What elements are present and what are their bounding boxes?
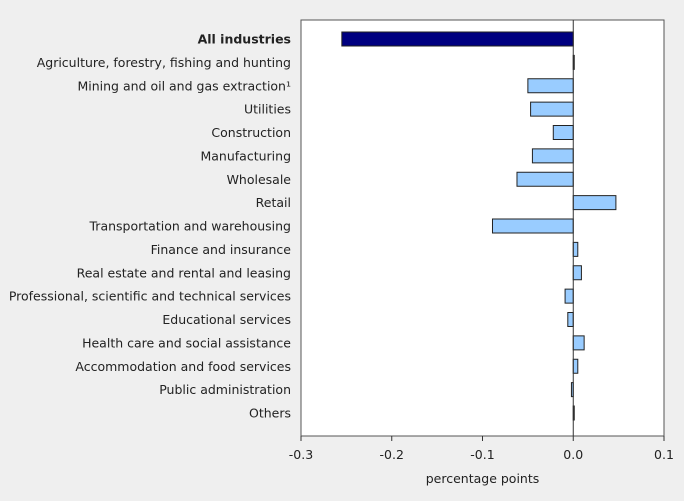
bar [531, 148, 574, 164]
x-tick-label: -0.2 [380, 447, 404, 462]
bar [572, 358, 579, 374]
bar [527, 78, 574, 94]
category-label: Finance and insurance [151, 242, 292, 257]
x-tick-label: -0.1 [470, 447, 494, 462]
category-label: Professional, scientific and technical s… [9, 289, 291, 304]
bar [564, 288, 574, 304]
bar [530, 101, 574, 117]
x-axis-label: percentage points [426, 471, 540, 486]
bar [567, 312, 574, 327]
plot-area [300, 19, 665, 437]
category-label: Construction [211, 125, 291, 140]
bar [572, 195, 617, 211]
category-label: All industries [198, 32, 291, 47]
x-tick-label: -0.3 [289, 447, 313, 462]
category-label: Wholesale [227, 172, 292, 187]
x-tick-label: 0.0 [563, 447, 583, 462]
bar [491, 218, 574, 234]
category-label: Manufacturing [200, 148, 291, 163]
bar [552, 125, 574, 140]
category-label: Health care and social assistance [82, 335, 291, 350]
category-label: Others [249, 406, 291, 421]
category-label: Real estate and rental and leasing [77, 265, 291, 280]
category-label: Accommodation and food services [75, 359, 291, 374]
bar [341, 31, 574, 47]
category-label: Agriculture, forestry, fishing and hunti… [37, 55, 291, 70]
bar [516, 171, 574, 187]
category-label: Transportation and warehousing [89, 219, 292, 234]
bar [572, 335, 585, 351]
bar [572, 241, 579, 257]
category-label: Educational services [162, 312, 291, 327]
x-tick-label: 0.1 [654, 447, 674, 462]
category-label: Utilities [244, 102, 291, 117]
bar [572, 265, 582, 281]
category-label: Retail [256, 195, 291, 210]
category-label: Mining and oil and gas extraction¹ [77, 78, 291, 93]
category-label: Public administration [159, 382, 291, 397]
